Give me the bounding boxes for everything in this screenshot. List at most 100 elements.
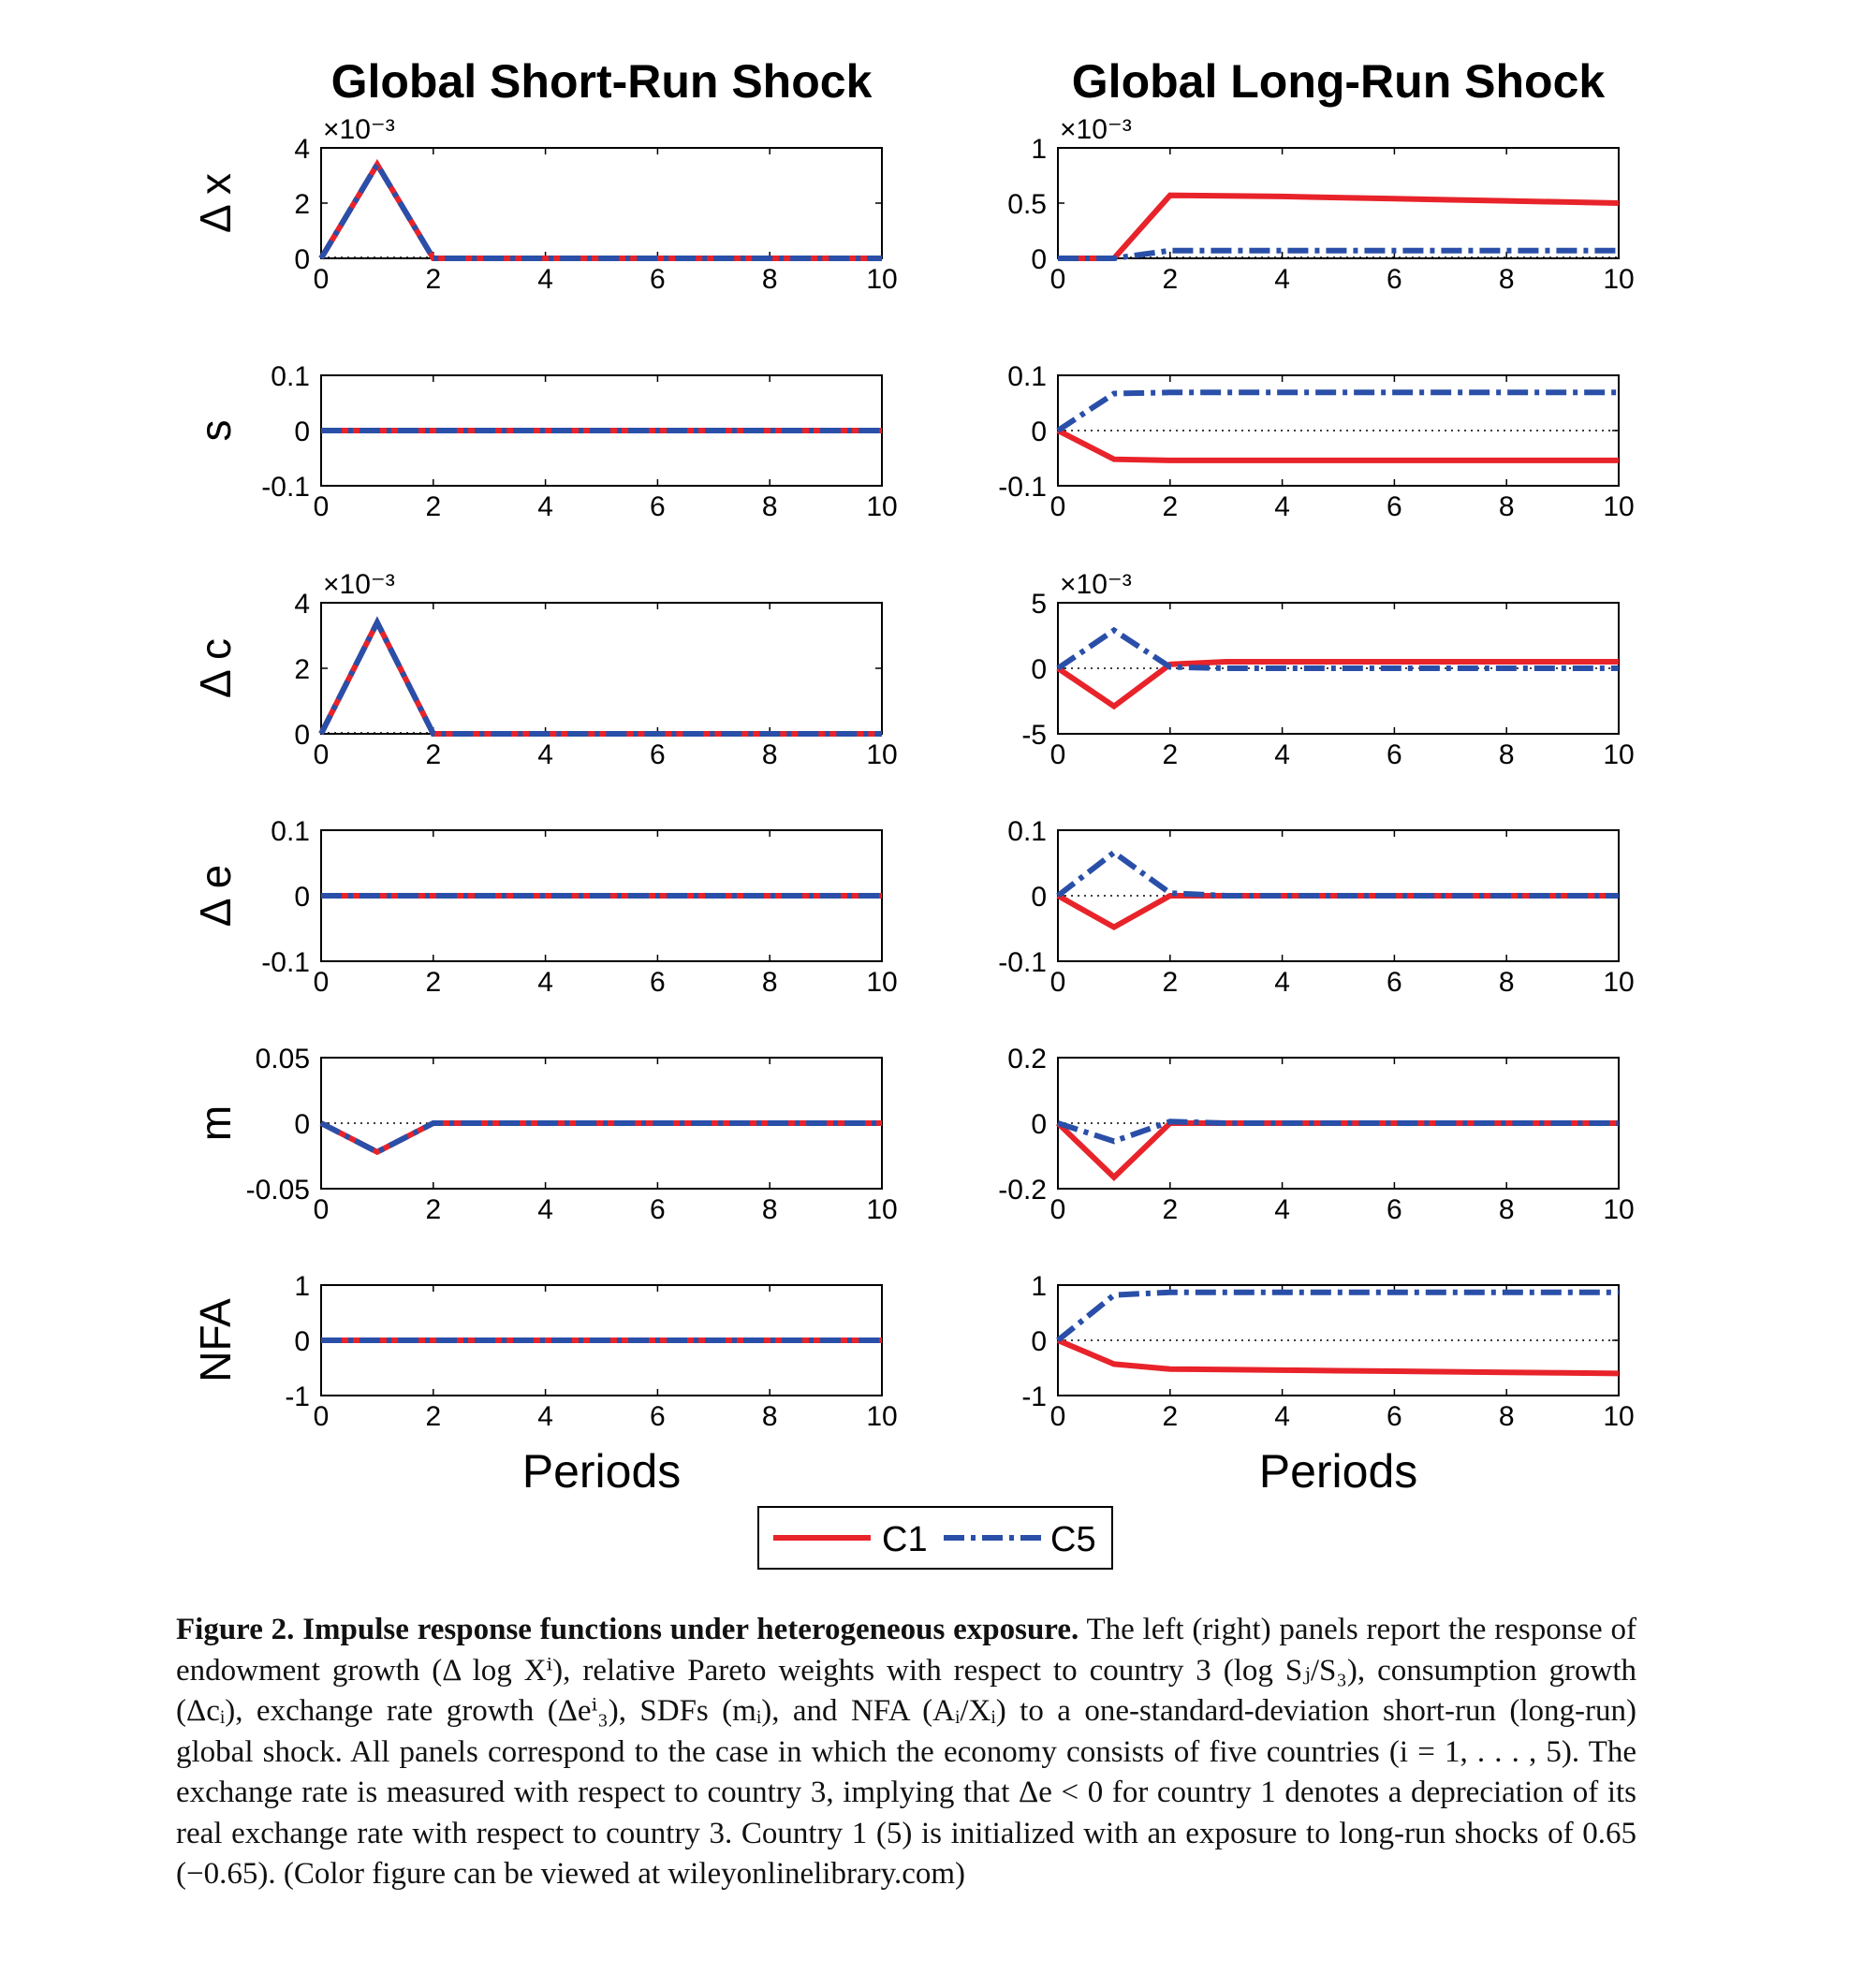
caption-text: The left (right) panels report the respo… — [176, 1613, 1636, 1891]
series-line-c5 — [318, 158, 882, 261]
y-tick-label: -0.05 — [246, 1175, 310, 1206]
caption-title: Impulse response functions under heterog… — [302, 1613, 1079, 1646]
x-tick-label: 4 — [537, 967, 553, 998]
x-tick-label: 6 — [1387, 967, 1402, 998]
series-line-c5 — [1056, 389, 1619, 433]
series-line-c1 — [1056, 893, 1619, 931]
panel-1: Global Short-Run Shock 0 2 4 6 8 10 0 2 4 ×10⁻³ Δ x — [191, 55, 898, 295]
axis-exponent: ×10⁻³ — [323, 569, 395, 600]
x-tick-label: 2 — [1162, 739, 1178, 770]
y-tick-label: 0.05 — [256, 1044, 310, 1074]
y-axis-label: Δ c — [191, 638, 240, 698]
y-tick-label: 0 — [1031, 417, 1047, 447]
y-tick-label: 0 — [1031, 882, 1047, 913]
x-tick-label: 2 — [1162, 264, 1178, 295]
y-tick-label: 1 — [1031, 134, 1047, 165]
x-tick-label: 2 — [425, 264, 441, 295]
x-tick-label: 4 — [537, 1401, 553, 1432]
x-tick-label: 8 — [762, 739, 778, 770]
legend-c5-label: C5 — [1050, 1520, 1096, 1559]
x-tick-label: 2 — [1162, 1194, 1178, 1225]
series-line-c1 — [1056, 659, 1619, 710]
x-tick-label: 10 — [1603, 491, 1634, 522]
x-tick-label: 2 — [425, 739, 441, 770]
x-tick-label: 10 — [1603, 264, 1634, 295]
y-tick-label: 0 — [294, 720, 310, 751]
y-tick-label: 5 — [1031, 589, 1047, 620]
y-tick-label: -1 — [1021, 1381, 1047, 1412]
y-tick-label: -0.1 — [261, 472, 310, 503]
y-tick-label: 0 — [294, 1326, 310, 1357]
y-tick-label: 4 — [294, 134, 310, 165]
x-tick-label: 10 — [1603, 1401, 1634, 1432]
x-tick-label: 8 — [762, 967, 778, 998]
x-tick-label: 10 — [866, 739, 897, 770]
x-tick-label: 4 — [1274, 1194, 1290, 1225]
x-tick-label: 6 — [1387, 264, 1402, 295]
legend-c1-label: C1 — [882, 1520, 928, 1559]
x-tick-label: 0 — [1050, 1194, 1066, 1225]
y-axis-label: m — [191, 1105, 240, 1141]
x-tick-label: 8 — [1499, 264, 1515, 295]
caption-label: Figure 2. — [176, 1613, 295, 1646]
plot-frame — [320, 147, 883, 259]
panel-3: 0 2 4 6 8 10-0.100.1s — [191, 361, 898, 522]
y-tick-label: 0 — [1031, 1326, 1047, 1357]
panel-5: 0 2 4 6 8 10 0 2 4 ×10⁻³ Δ c — [191, 569, 898, 770]
y-tick-label: 2 — [294, 189, 310, 220]
x-tick-label: 6 — [1387, 1401, 1402, 1432]
y-tick-label: -0.1 — [998, 947, 1047, 978]
series-line-c5 — [319, 1120, 882, 1156]
y-tick-label: 0.1 — [271, 816, 310, 847]
panel-6: 0 2 4 6 8 10-505×10⁻³ — [1021, 569, 1634, 770]
x-tick-label: 4 — [1274, 739, 1290, 770]
x-tick-label: 6 — [650, 739, 666, 770]
axis-exponent: ×10⁻³ — [1060, 114, 1132, 145]
x-tick-label: 0 — [314, 1401, 330, 1432]
x-tick-label: 8 — [1499, 967, 1515, 998]
x-axis-label: Periods — [1259, 1445, 1418, 1498]
series-line-c1 — [1058, 192, 1620, 261]
x-tick-label: 4 — [537, 264, 553, 295]
x-tick-label: 4 — [537, 491, 553, 522]
panel-8: 0 2 4 6 8 10-0.100.1 — [998, 816, 1634, 998]
series-line-c5 — [1057, 1118, 1619, 1145]
y-tick-label: 0 — [294, 244, 310, 275]
y-tick-label: 4 — [294, 589, 310, 620]
x-tick-label: 10 — [866, 491, 897, 522]
y-tick-label: 0.2 — [1007, 1044, 1047, 1074]
x-tick-label: 0 — [314, 739, 330, 770]
x-tick-label: 2 — [425, 1401, 441, 1432]
x-tick-label: 8 — [1499, 1194, 1515, 1225]
y-tick-label: -0.2 — [998, 1175, 1047, 1206]
y-tick-label: 1 — [294, 1271, 310, 1302]
y-tick-label: -1 — [285, 1381, 310, 1412]
x-tick-label: 4 — [537, 1194, 553, 1225]
x-tick-label: 8 — [762, 1194, 778, 1225]
x-tick-label: 10 — [866, 264, 897, 295]
x-tick-label: 4 — [1274, 264, 1290, 295]
panel-4: 0 2 4 6 8 10-0.100.1 — [998, 361, 1634, 522]
x-tick-label: 8 — [1499, 491, 1515, 522]
x-tick-label: 10 — [1603, 967, 1634, 998]
series-line-c5 — [1058, 247, 1619, 261]
y-tick-label: 0 — [294, 1109, 310, 1140]
y-tick-label: -0.1 — [261, 947, 310, 978]
plot-frame — [320, 602, 883, 735]
y-tick-label: 0 — [294, 882, 310, 913]
panel-10: 0 2 4 6 8 10-0.200.2 — [998, 1044, 1634, 1225]
y-tick-label: 0 — [1031, 654, 1047, 685]
x-tick-label: 10 — [866, 1401, 897, 1432]
plot-frame — [1057, 1284, 1620, 1396]
x-tick-label: 8 — [762, 264, 778, 295]
panel-7: 0 2 4 6 8 10-0.100.1Δ e — [191, 816, 898, 998]
y-tick-label: -5 — [1021, 720, 1047, 751]
x-tick-label: 4 — [1274, 967, 1290, 998]
column-title: Global Long-Run Shock — [1072, 55, 1606, 108]
x-tick-label: 10 — [1603, 1194, 1634, 1225]
x-tick-label: 6 — [650, 491, 666, 522]
y-axis-label: Δ x — [191, 173, 240, 233]
x-tick-label: 8 — [762, 1401, 778, 1432]
